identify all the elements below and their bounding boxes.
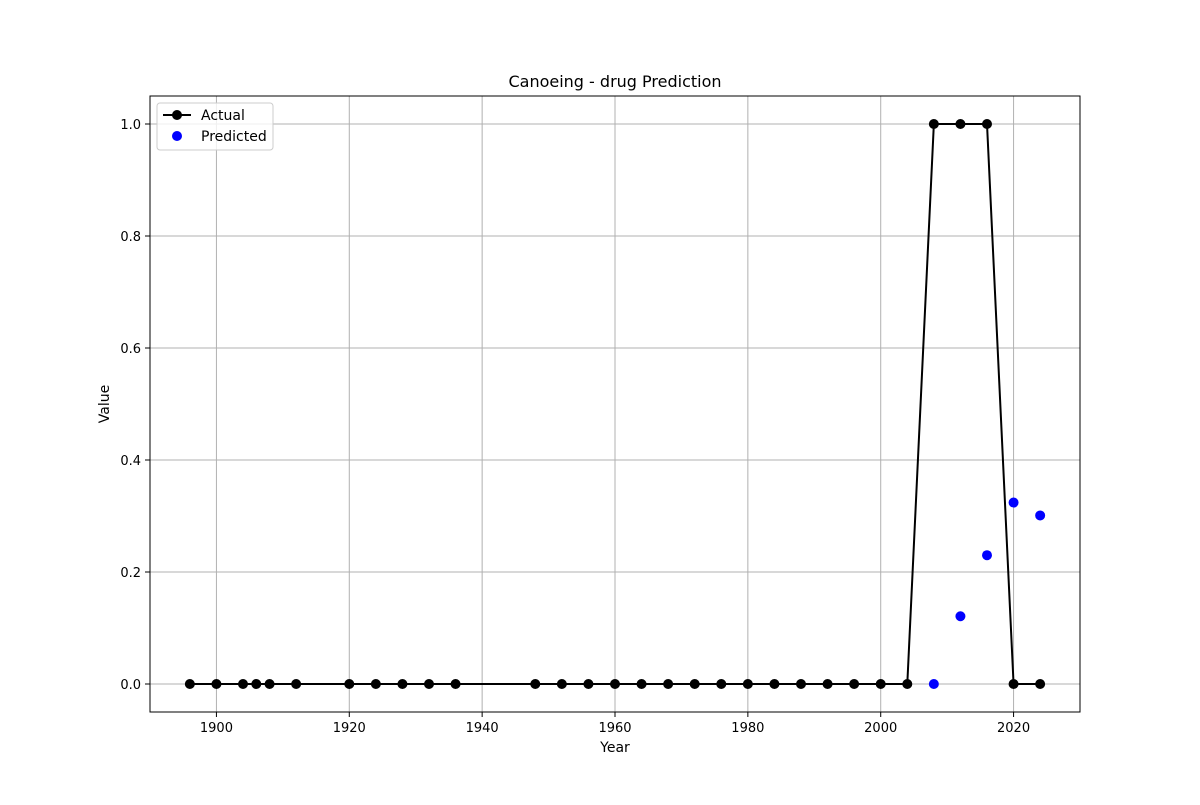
actual-point [610, 679, 620, 689]
x-axis-label: Year [599, 740, 630, 756]
actual-point [1008, 679, 1019, 689]
actual-point [1035, 679, 1046, 689]
actual-point [370, 679, 381, 689]
actual-point [742, 679, 753, 689]
actual-point [251, 679, 262, 689]
actual-point [796, 679, 806, 689]
y-tick-label: 0.2 [120, 566, 141, 581]
x-tick-label: 1900 [200, 721, 233, 736]
actual-point [583, 679, 594, 689]
actual-point [902, 679, 913, 689]
y-tick-label: 0.6 [120, 342, 141, 357]
x-tick-label: 1980 [731, 721, 764, 736]
actual-point [344, 679, 355, 689]
actual-point [424, 679, 434, 689]
x-tick-label: 1940 [466, 721, 499, 736]
actual-point [238, 679, 248, 689]
legend-label: Predicted [201, 129, 267, 145]
predicted-point [955, 611, 966, 622]
predicted-point [982, 550, 992, 561]
actual-point [875, 679, 886, 689]
y-axis-label: Value [97, 385, 113, 423]
predicted-point [928, 679, 939, 689]
actual-point [689, 679, 700, 689]
predicted-point [1035, 510, 1046, 521]
actual-point [556, 679, 567, 689]
actual-point [769, 679, 780, 689]
x-tick-label: 2020 [997, 721, 1030, 736]
actual-point [636, 679, 647, 689]
legend-predicted-marker [172, 131, 182, 141]
y-tick-label: 0.8 [120, 230, 141, 245]
actual-point [955, 119, 966, 129]
predicted-point [1008, 497, 1019, 508]
y-tick-label: 1.0 [120, 118, 141, 133]
y-tick-label: 0.0 [120, 678, 141, 693]
legend-label: Actual [201, 108, 245, 124]
actual-point [982, 119, 992, 129]
actual-point [397, 679, 408, 689]
actual-point [530, 679, 541, 689]
actual-point [663, 679, 674, 689]
x-tick-label: 1960 [598, 721, 631, 736]
actual-point [211, 679, 222, 689]
series-layer [184, 119, 1046, 689]
actual-point [184, 679, 195, 689]
actual-point [450, 679, 461, 689]
legend-actual-marker [172, 110, 182, 120]
actual-point [928, 119, 939, 129]
actual-point [291, 679, 302, 689]
x-tick-label: 1920 [333, 721, 366, 736]
x-tick-label: 2000 [864, 721, 897, 736]
ticks: 1900 1920 1940 1960 1980 2000 2020 0.0 0.2 0.4 0.6… [120, 118, 1030, 736]
chart-title: Canoeing - drug Prediction [508, 72, 721, 91]
y-tick-label: 0.4 [120, 454, 141, 469]
legend: Actual Predicted [156, 102, 274, 151]
actual-point [716, 679, 727, 689]
actual-point [264, 679, 275, 689]
actual-point [849, 679, 860, 689]
actual-point [822, 679, 833, 689]
